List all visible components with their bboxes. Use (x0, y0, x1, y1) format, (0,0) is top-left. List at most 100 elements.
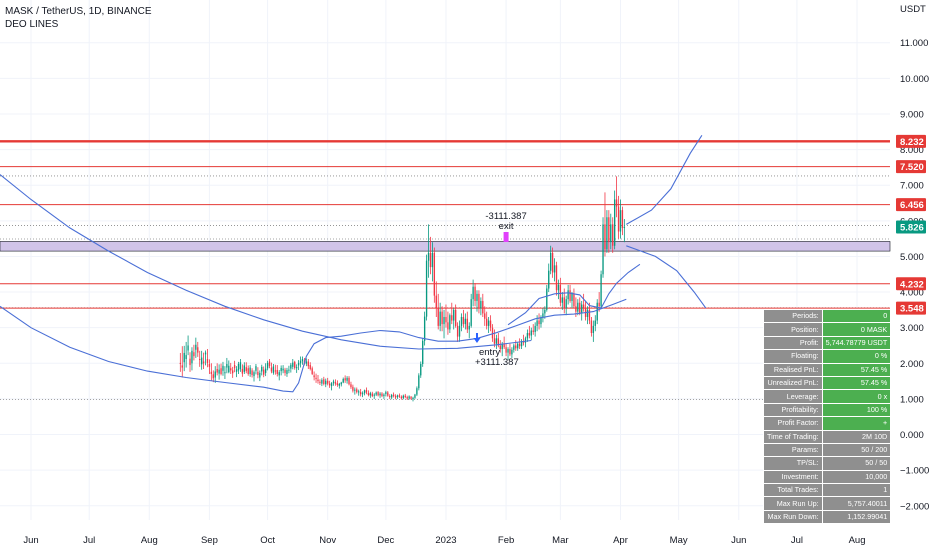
candle-body (276, 370, 278, 374)
candle-body (379, 393, 381, 396)
entry-arrow-icon (473, 333, 481, 343)
stats-value: 2M 10D (821, 429, 892, 444)
candle-body (416, 388, 418, 395)
candle-body (354, 389, 356, 391)
candle-body (268, 361, 271, 367)
candle-body (472, 286, 474, 300)
candle-body (367, 392, 370, 395)
candle-body (598, 302, 600, 307)
candle-body (577, 302, 579, 312)
stats-value: 10,000 (821, 469, 892, 485)
candle-body (567, 290, 569, 300)
candle-body (604, 224, 606, 250)
candle-body (398, 395, 401, 397)
candle-body (191, 350, 193, 364)
trade-annotations: -3111.387 exit entry +3111.387 (473, 211, 527, 368)
y-tick-label: 2.000 (900, 359, 924, 370)
stats-row: Investment: 10,000 (763, 469, 892, 485)
candle-body (383, 394, 385, 397)
x-tick-label: Oct (260, 535, 275, 546)
candle-body (592, 325, 595, 334)
candle-body (590, 320, 593, 334)
time-axis[interactable]: Jun Jul Aug Sep Oct Nov Dec 2023 Feb Mar Apr May Jun… (23, 535, 865, 546)
y-tick-label: 1.000 (900, 394, 924, 405)
candle-body (390, 394, 393, 398)
candle-body (464, 318, 467, 325)
x-tick-label: Jun (731, 535, 746, 546)
x-tick-label: Feb (498, 535, 514, 546)
indicator-curve (0, 298, 627, 393)
candle-body (615, 199, 618, 207)
candle-body (278, 372, 280, 376)
candle-body (612, 224, 614, 246)
candle-body (210, 371, 213, 374)
candle-body (327, 380, 329, 384)
candle-body (365, 390, 368, 393)
candle-body (503, 343, 505, 348)
x-tick-label: Jun (23, 535, 38, 546)
candle-body (301, 359, 304, 362)
candle-body (509, 349, 511, 355)
stats-label: Unrealized PnL: (763, 375, 823, 391)
candle-body (346, 377, 348, 381)
candle-body (396, 395, 399, 398)
candle-body (548, 270, 550, 289)
x-tick-label: May (670, 535, 688, 546)
candle-body (551, 252, 554, 273)
candle-body (385, 392, 387, 394)
candle-body (542, 313, 544, 317)
candle-body (454, 309, 457, 326)
candle-body (280, 367, 282, 372)
stats-row: Total Trades: 1 (763, 483, 892, 498)
y-tick-label: 8.000 (900, 145, 924, 156)
candle-body (319, 381, 321, 383)
indicator-curve (507, 263, 641, 326)
indicator-title[interactable]: DEO LINES (5, 19, 59, 30)
candle-body (274, 370, 277, 372)
candle-body (352, 386, 354, 391)
candle-body (422, 340, 424, 364)
candle-body (549, 252, 552, 271)
candle-body (313, 375, 315, 378)
candle-body (491, 327, 494, 339)
candle-body (232, 370, 234, 374)
price-tags: 8.232 7.520 6.456 5.826 4.232 3.548 (896, 134, 926, 315)
candle-body (435, 295, 437, 309)
candle-body (582, 304, 585, 309)
price-axis[interactable]: USDT 11.00010.0009.0008.0007.0006.0005.0… (900, 4, 929, 512)
candle-body (499, 345, 501, 350)
candle-body (342, 378, 344, 383)
candle-body (392, 394, 395, 397)
candle-body (332, 381, 335, 384)
price-tag-label: 7.520 (900, 162, 924, 173)
indicator-curves (0, 135, 707, 393)
stats-label: Params: (763, 442, 823, 458)
candle-body (520, 341, 523, 347)
candle-body (540, 316, 542, 325)
candle-body (517, 343, 519, 349)
stats-value: 1 (821, 483, 892, 498)
candle-body (206, 359, 209, 363)
indicator-curve (0, 174, 532, 350)
stats-value: 0 % (821, 349, 892, 364)
candle-body (569, 290, 571, 301)
candle-body (340, 382, 342, 385)
candle-body (204, 352, 207, 355)
candle-body (623, 226, 626, 228)
candle-body (484, 313, 486, 319)
candle-body (613, 199, 616, 246)
candle-body (474, 286, 476, 301)
candle-body (445, 316, 447, 323)
candle-body (453, 309, 455, 321)
indicator-curve (626, 135, 703, 225)
candle-body (212, 374, 214, 379)
candle-body (282, 368, 284, 371)
candle-body (363, 390, 366, 394)
candle-body (402, 395, 404, 399)
candle-body (249, 367, 251, 374)
candle-body (575, 306, 577, 312)
candle-body (621, 210, 624, 228)
candle-body (437, 308, 439, 326)
candle-body (235, 369, 238, 372)
